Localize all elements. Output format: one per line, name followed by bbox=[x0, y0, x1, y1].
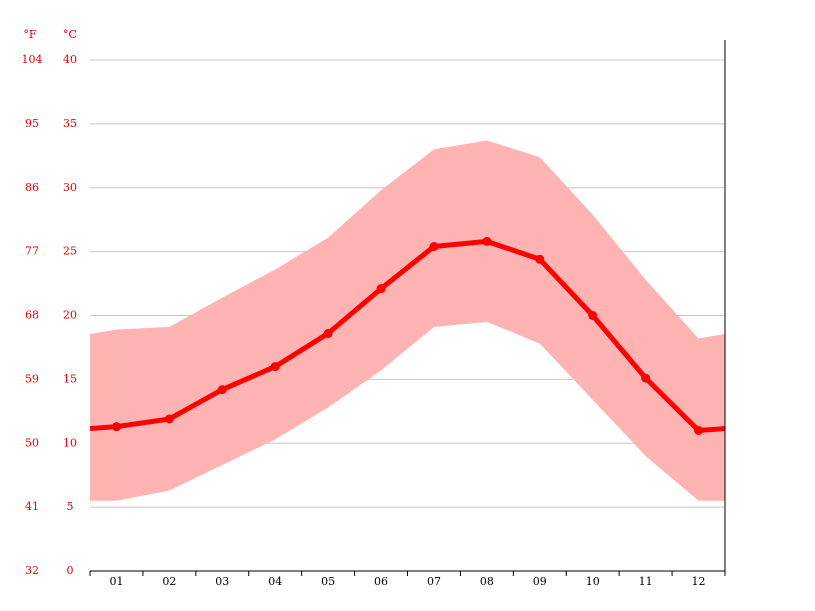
x-tick-label: 11 bbox=[639, 575, 653, 588]
y2-tick-label: 104 bbox=[22, 53, 43, 66]
y2-tick-label: 41 bbox=[25, 500, 39, 513]
data-point bbox=[376, 284, 386, 294]
x-tick-label: 08 bbox=[480, 575, 494, 588]
y-tick-label: 15 bbox=[63, 372, 77, 385]
y2-tick-label: 68 bbox=[25, 309, 39, 322]
y2-tick-label: 95 bbox=[25, 117, 39, 130]
x-tick-label: 01 bbox=[109, 575, 123, 588]
x-tick-label: 03 bbox=[215, 575, 229, 588]
data-point bbox=[217, 385, 227, 395]
y-tick-label: 30 bbox=[63, 181, 77, 194]
y-tick-label: 40 bbox=[63, 53, 77, 66]
data-point bbox=[588, 311, 598, 320]
x-tick-label: 09 bbox=[533, 575, 547, 588]
y-tick-label: 25 bbox=[63, 245, 77, 258]
y-tick-label: 35 bbox=[63, 117, 77, 130]
y-tick-label: 5 bbox=[67, 500, 74, 513]
y2-tick-label: 77 bbox=[25, 245, 39, 258]
x-tick-label: 06 bbox=[374, 575, 388, 588]
data-point bbox=[482, 236, 492, 246]
x-tick-label: 04 bbox=[268, 575, 282, 588]
x-tick-label: 12 bbox=[692, 575, 706, 588]
y-tick-label: 10 bbox=[63, 436, 77, 449]
y-tick-label: 0 bbox=[67, 564, 74, 577]
y2-unit: °F bbox=[23, 28, 37, 41]
y-tick-label: 20 bbox=[63, 309, 77, 322]
y2-tick-label: 32 bbox=[25, 564, 39, 577]
data-point bbox=[323, 328, 333, 338]
data-point bbox=[694, 425, 704, 435]
temperature-band bbox=[116, 140, 699, 501]
mean-line bbox=[116, 238, 701, 433]
x-tick-label: 10 bbox=[586, 575, 600, 588]
x-tick-label: 05 bbox=[321, 575, 335, 588]
data-point bbox=[535, 254, 545, 264]
data-point bbox=[164, 414, 174, 424]
band-edge bbox=[90, 329, 117, 501]
data-point bbox=[270, 362, 280, 372]
data-point bbox=[429, 242, 439, 252]
data-point bbox=[111, 422, 121, 432]
band-edge bbox=[698, 334, 725, 501]
y2-tick-label: 59 bbox=[25, 372, 39, 385]
y2-tick-label: 50 bbox=[25, 436, 39, 449]
y2-tick-label: 86 bbox=[25, 181, 39, 194]
x-tick-label: 02 bbox=[162, 575, 176, 588]
data-point bbox=[641, 373, 651, 383]
x-tick-label: 07 bbox=[427, 575, 441, 588]
y-unit: °C bbox=[63, 28, 77, 41]
